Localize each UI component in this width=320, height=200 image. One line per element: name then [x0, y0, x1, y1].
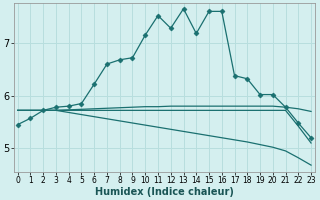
X-axis label: Humidex (Indice chaleur): Humidex (Indice chaleur) [95, 187, 234, 197]
